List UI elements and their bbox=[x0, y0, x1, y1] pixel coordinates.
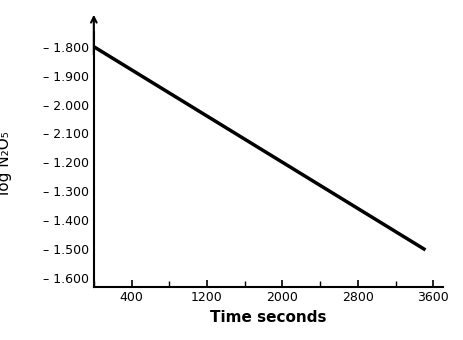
Text: log N₂O₅: log N₂O₅ bbox=[0, 131, 12, 195]
X-axis label: Time seconds: Time seconds bbox=[210, 310, 326, 325]
